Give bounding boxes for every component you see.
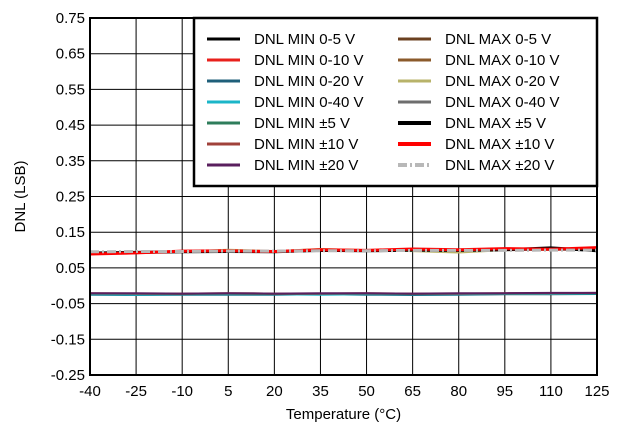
legend-label: DNL MAX 0-10 V — [445, 52, 560, 69]
x-tick-label: 5 — [224, 383, 232, 400]
y-tick-label: 0.25 — [56, 189, 85, 206]
x-tick-label: 95 — [496, 383, 513, 400]
y-tick-label: 0.15 — [56, 224, 85, 241]
x-tick-label: 80 — [450, 383, 467, 400]
y-tick-label: -0.05 — [51, 296, 85, 313]
x-tick-label: 125 — [584, 383, 609, 400]
legend-label: DNL MIN 0-5 V — [254, 31, 355, 48]
legend-label: DNL MAX 0-20 V — [445, 73, 560, 90]
x-tick-label: -25 — [125, 383, 147, 400]
legend-label: DNL MIN 0-10 V — [254, 52, 363, 69]
x-tick-label: 20 — [266, 383, 283, 400]
x-tick-label: -10 — [171, 383, 193, 400]
legend-label: DNL MIN 0-20 V — [254, 73, 363, 90]
x-tick-label: 110 — [539, 383, 563, 400]
legend: DNL MIN 0-5 V DNL MIN 0-10 V DNL MIN 0-20 … — [192, 16, 599, 188]
x-tick-labels: -40 -25 -10 5 20 35 50 65 80 95 110 125 — [79, 383, 609, 400]
legend-label: DNL MAX ±10 V — [445, 136, 554, 153]
legend-label: DNL MIN 0-40 V — [254, 94, 363, 111]
y-tick-label: 0.75 — [56, 10, 85, 27]
y-tick-label: 0.05 — [56, 260, 85, 277]
y-tick-label: 0.35 — [56, 153, 85, 170]
y-axis-title: DNL (LSB) — [12, 161, 29, 233]
y-tick-label: -0.15 — [51, 331, 85, 348]
y-tick-label: -0.25 — [51, 367, 85, 384]
legend-label: DNL MAX ±20 V — [445, 157, 554, 174]
legend-label: DNL MAX ±5 V — [445, 115, 546, 132]
legend-label: DNL MAX 0-5 V — [445, 31, 551, 48]
y-tick-label: 0.55 — [56, 81, 85, 98]
legend-box — [192, 16, 599, 188]
legend-label: DNL MIN ±10 V — [254, 136, 358, 153]
series-layer — [89, 246, 598, 296]
x-tick-label: 50 — [358, 383, 375, 400]
x-tick-label: -40 — [79, 383, 101, 400]
legend-label: DNL MAX 0-40 V — [445, 94, 560, 111]
legend-label: DNL MIN ±5 V — [254, 115, 350, 132]
series-line-dnl-max-pm10-v — [89, 246, 598, 256]
x-axis-title: Temperature (°C) — [286, 406, 401, 423]
x-tick-label: 65 — [404, 383, 421, 400]
y-tick-label: 0.45 — [56, 117, 85, 134]
legend-label: DNL MIN ±20 V — [254, 157, 358, 174]
y-tick-labels: -0.25 -0.15 -0.05 0.05 0.15 0.25 0.35 0.45 0.55 0… — [51, 10, 85, 384]
y-tick-label: 0.65 — [56, 46, 85, 63]
x-tick-label: 35 — [312, 383, 329, 400]
series-line-dnl-min-pm20-v — [90, 291, 597, 295]
